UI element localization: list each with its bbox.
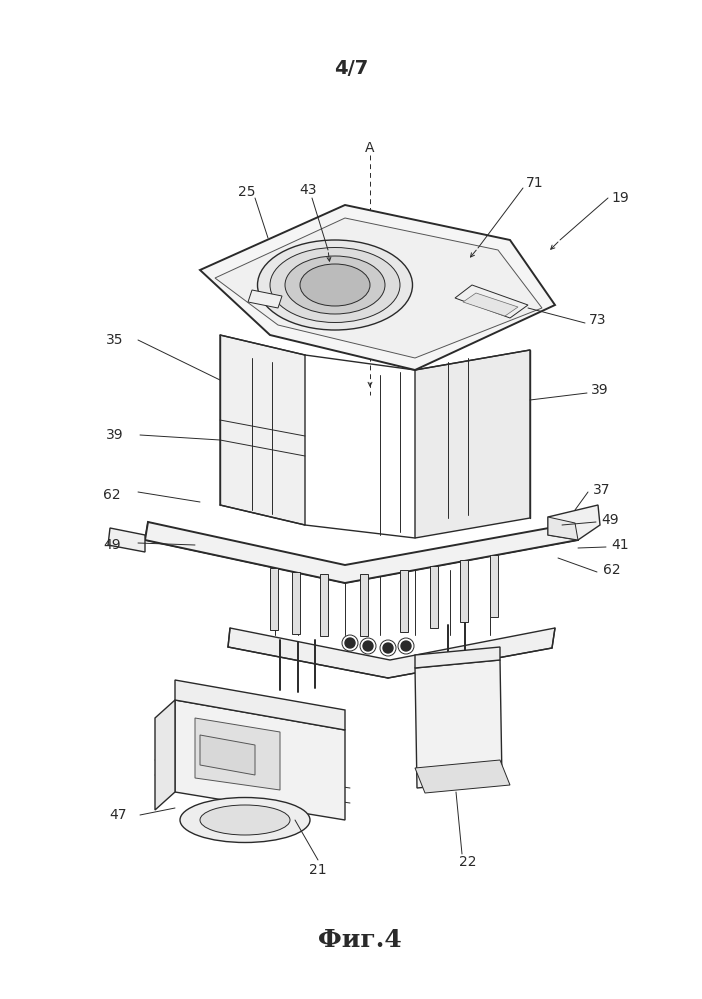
Text: A: A bbox=[365, 141, 375, 155]
Circle shape bbox=[345, 638, 355, 648]
Text: 73: 73 bbox=[589, 313, 607, 327]
Polygon shape bbox=[400, 570, 408, 632]
Text: 39: 39 bbox=[106, 428, 124, 442]
Text: 41: 41 bbox=[611, 538, 629, 552]
Polygon shape bbox=[155, 700, 175, 810]
Text: 49: 49 bbox=[601, 513, 618, 527]
Polygon shape bbox=[460, 560, 468, 622]
Polygon shape bbox=[455, 285, 528, 318]
Ellipse shape bbox=[285, 256, 385, 314]
Polygon shape bbox=[215, 218, 542, 358]
Text: Фиг.4: Фиг.4 bbox=[318, 928, 402, 952]
Polygon shape bbox=[175, 680, 345, 730]
Text: 47: 47 bbox=[110, 808, 127, 822]
Text: 4/7: 4/7 bbox=[334, 59, 368, 78]
Text: 21: 21 bbox=[309, 863, 327, 877]
Polygon shape bbox=[548, 517, 578, 540]
Text: 35: 35 bbox=[106, 333, 124, 347]
Polygon shape bbox=[415, 647, 500, 668]
Polygon shape bbox=[248, 290, 282, 308]
Text: 39: 39 bbox=[591, 383, 609, 397]
Polygon shape bbox=[175, 700, 345, 820]
Polygon shape bbox=[200, 205, 555, 370]
Polygon shape bbox=[415, 660, 502, 788]
Text: 71: 71 bbox=[526, 176, 544, 190]
Polygon shape bbox=[490, 555, 498, 617]
Polygon shape bbox=[360, 574, 368, 636]
Polygon shape bbox=[228, 628, 555, 678]
Ellipse shape bbox=[200, 805, 290, 835]
Polygon shape bbox=[320, 574, 328, 636]
Polygon shape bbox=[220, 335, 305, 525]
Polygon shape bbox=[415, 760, 510, 793]
Polygon shape bbox=[270, 568, 278, 630]
Circle shape bbox=[401, 641, 411, 651]
Text: 62: 62 bbox=[103, 488, 121, 502]
Polygon shape bbox=[292, 572, 300, 634]
Text: 43: 43 bbox=[299, 183, 317, 197]
Text: 25: 25 bbox=[238, 185, 256, 199]
Polygon shape bbox=[430, 566, 438, 628]
Polygon shape bbox=[195, 718, 280, 790]
Ellipse shape bbox=[270, 248, 400, 323]
Text: 49: 49 bbox=[103, 538, 121, 552]
Ellipse shape bbox=[180, 797, 310, 842]
Ellipse shape bbox=[258, 240, 413, 330]
Text: 22: 22 bbox=[459, 855, 477, 869]
Ellipse shape bbox=[300, 264, 370, 306]
Polygon shape bbox=[108, 528, 145, 552]
Circle shape bbox=[383, 643, 393, 653]
Circle shape bbox=[363, 641, 373, 651]
Polygon shape bbox=[463, 293, 518, 316]
Polygon shape bbox=[548, 505, 600, 540]
Text: 19: 19 bbox=[611, 191, 629, 205]
Polygon shape bbox=[415, 350, 530, 538]
Text: 62: 62 bbox=[603, 563, 621, 577]
Text: 37: 37 bbox=[593, 483, 611, 497]
Polygon shape bbox=[200, 735, 255, 775]
Polygon shape bbox=[145, 522, 582, 583]
